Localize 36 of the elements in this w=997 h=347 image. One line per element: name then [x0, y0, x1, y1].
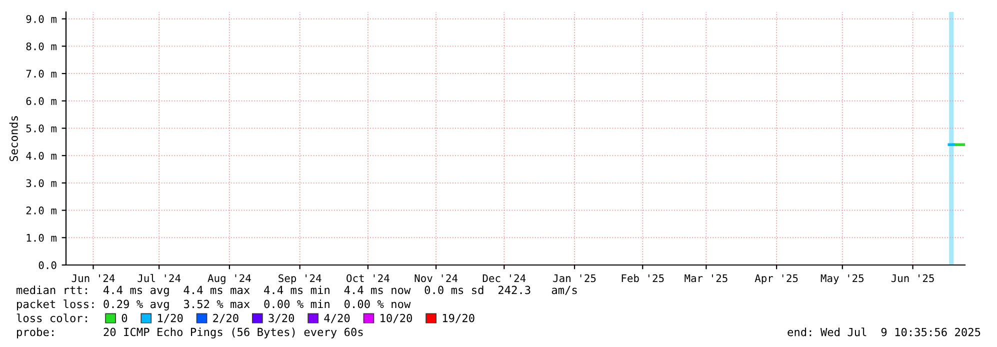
text: median rtt: 4.4 ms avg 4.4 ms max 4.4 ms min 4.4 ms now 0.0 ms sd 242.3 am/s [16, 286, 577, 296]
x-tick-label: Feb '25 [622, 274, 664, 282]
x-tick-label: Jul '24 [138, 274, 181, 282]
text: probe: 20 ICMP Echo Pings (56 Bytes) every 60s [17, 328, 363, 338]
y-tick-label: 9.0 m [26, 15, 56, 23]
x-tick-label: Mar '25 [684, 274, 728, 282]
y-tick-label: 7.0 m [26, 70, 56, 78]
text: end: Wed Jul 9 10:35:56 2025 [788, 328, 980, 336]
y-tick-label: 3.0 m [26, 179, 56, 188]
y-tick-label: 6.0 m [26, 97, 56, 106]
legend-label: 19/20 [442, 314, 474, 324]
legend-label: 4/20 [324, 314, 350, 324]
y-tick-label: 2.0 m [26, 206, 56, 214]
x-tick-label: Dec '24 [482, 274, 526, 282]
x-tick-label: Sep '24 [278, 274, 322, 284]
y-tick-label: 5.0 m [26, 124, 56, 132]
legend-label: 2/20 [213, 314, 238, 324]
y-tick-label: 4.0 m [26, 152, 56, 160]
y-axis-title: Seconds [9, 116, 18, 162]
y-tick-label: 1.0 m [26, 234, 56, 242]
legend-label: 1/20 [158, 314, 183, 324]
x-tick-label: Jan '25 [553, 274, 596, 282]
x-tick-label: Jun '25 [891, 274, 934, 282]
x-tick-label: Oct '24 [346, 274, 390, 282]
legend-label: 0 [122, 314, 128, 322]
legend-label: 3/20 [268, 314, 294, 324]
y-tick-label: 8.0 m [26, 42, 56, 50]
text: packet loss: 0.29 % avg 3.52 % max 0.00 % min 0.00 % now [17, 300, 411, 310]
x-tick-label: Apr '25 [754, 274, 798, 284]
x-tick-label: Jun '24 [72, 274, 115, 282]
x-tick-label: Aug '24 [208, 274, 251, 284]
legend-title: loss color: [16, 314, 87, 322]
x-tick-label: Nov '24 [414, 274, 458, 282]
x-tick-label: May '25 [820, 274, 864, 284]
legend-label: 10/20 [380, 314, 412, 324]
y-tick-label: 0.0 [38, 261, 56, 270]
